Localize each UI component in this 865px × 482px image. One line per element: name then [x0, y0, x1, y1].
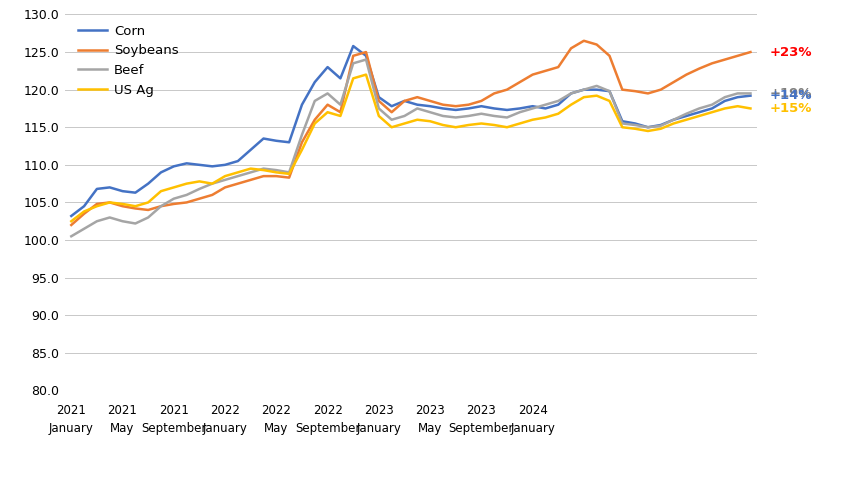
US Ag	[451, 124, 461, 130]
Soybeans	[66, 222, 76, 228]
Corn	[66, 213, 76, 219]
Text: 2021: 2021	[107, 404, 138, 417]
Text: 2021: 2021	[56, 404, 86, 417]
US Ag	[746, 106, 756, 111]
Beef	[541, 102, 551, 107]
Text: May: May	[264, 422, 289, 435]
Text: May: May	[418, 422, 442, 435]
Text: +15%: +15%	[770, 102, 812, 115]
Legend: Corn, Soybeans, Beef, US Ag: Corn, Soybeans, Beef, US Ag	[79, 25, 179, 96]
Beef	[451, 115, 461, 120]
Beef	[746, 91, 756, 96]
Text: January: January	[202, 422, 247, 435]
Text: January: January	[356, 422, 401, 435]
Beef	[323, 91, 333, 96]
Text: September: September	[449, 422, 514, 435]
Corn	[323, 64, 333, 70]
Text: 2022: 2022	[261, 404, 292, 417]
Text: 2023: 2023	[415, 404, 445, 417]
US Ag	[489, 122, 499, 128]
Beef	[361, 57, 371, 63]
Text: 2022: 2022	[312, 404, 343, 417]
Soybeans	[476, 98, 486, 104]
Text: +23%: +23%	[770, 46, 812, 58]
Soybeans	[464, 102, 474, 107]
Soybeans	[528, 72, 538, 78]
Text: 2021: 2021	[159, 404, 189, 417]
Corn	[541, 106, 551, 111]
Text: 2023: 2023	[364, 404, 394, 417]
Text: +14%: +14%	[770, 89, 812, 102]
Line: Beef: Beef	[71, 60, 751, 236]
Soybeans	[438, 102, 448, 107]
Text: May: May	[111, 422, 135, 435]
Line: US Ag: US Ag	[71, 75, 751, 221]
Beef	[476, 111, 486, 117]
Text: 2022: 2022	[210, 404, 240, 417]
US Ag	[476, 120, 486, 126]
Text: September: September	[141, 422, 207, 435]
Beef	[182, 192, 192, 198]
Text: 2023: 2023	[466, 404, 497, 417]
US Ag	[541, 115, 551, 120]
Corn	[476, 103, 486, 109]
Beef	[489, 113, 499, 119]
Line: Corn: Corn	[71, 46, 751, 216]
Corn	[746, 93, 756, 98]
Line: Soybeans: Soybeans	[71, 41, 751, 225]
Corn	[348, 43, 358, 49]
US Ag	[361, 72, 371, 78]
Corn	[489, 106, 499, 111]
Text: 2024: 2024	[517, 404, 548, 417]
Text: January: January	[48, 422, 93, 435]
Corn	[182, 161, 192, 166]
Text: January: January	[510, 422, 555, 435]
US Ag	[66, 218, 76, 224]
US Ag	[182, 181, 192, 187]
Soybeans	[182, 200, 192, 205]
Soybeans	[579, 38, 589, 44]
Soybeans	[746, 49, 756, 55]
Text: +19%: +19%	[770, 87, 812, 100]
Beef	[66, 233, 76, 239]
US Ag	[323, 109, 333, 115]
Corn	[451, 107, 461, 113]
Text: September: September	[295, 422, 360, 435]
Soybeans	[323, 102, 333, 107]
